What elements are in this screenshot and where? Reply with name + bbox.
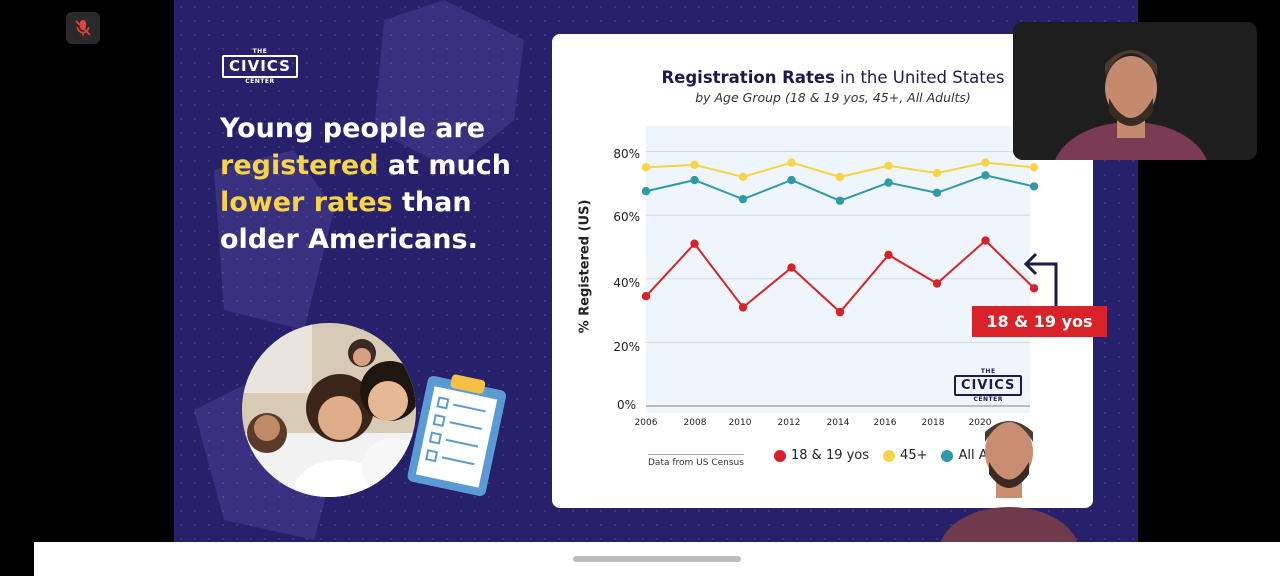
data-point <box>738 303 748 312</box>
series-line <box>645 239 1035 314</box>
presenter-webcam-video[interactable] <box>1013 22 1257 160</box>
legend-marker <box>774 449 786 462</box>
chart-svg <box>641 150 1039 407</box>
headline-line-2: registered at much <box>220 150 511 181</box>
data-point <box>641 187 651 196</box>
data-point <box>787 158 796 167</box>
data-point <box>641 292 651 301</box>
legend-marker <box>941 449 954 462</box>
data-point <box>981 158 990 167</box>
presentation-slide: THE CIVICS CENTER Young people are regis… <box>174 0 1138 542</box>
x-tick-label: 2020 <box>968 418 992 428</box>
chart-legend: 18 & 19 yos 45+ All A <box>774 448 988 463</box>
logo-center: CENTER <box>245 78 275 85</box>
data-point <box>738 172 748 182</box>
data-point <box>835 307 845 317</box>
callout-arrow-icon <box>1023 252 1058 308</box>
headline-line-1: Young people are <box>220 113 486 144</box>
data-point <box>641 163 651 172</box>
mute-microphone-button[interactable] <box>66 12 100 44</box>
x-tick-label: 2010 <box>728 418 752 428</box>
x-tick-label: 2014 <box>826 418 850 428</box>
y-tick-label: 0% <box>616 398 636 412</box>
civics-center-logo: THE CIVICS CENTER <box>222 48 298 85</box>
home-indicator[interactable] <box>573 556 741 562</box>
headline-highlight-lower-rates: lower rates <box>220 187 393 218</box>
chart-subtitle: by Age Group (18 & 19 yos, 45+, All Adul… <box>695 90 971 105</box>
data-point <box>787 263 796 272</box>
data-point <box>690 160 699 170</box>
data-point <box>690 239 699 248</box>
slide-headline: Young people are registered at much lowe… <box>220 110 540 258</box>
data-point <box>1029 182 1039 191</box>
data-point <box>981 171 990 180</box>
data-point <box>932 188 942 198</box>
legend-marker <box>883 449 896 462</box>
data-point <box>981 236 990 245</box>
y-tick-label: 60% <box>613 210 640 224</box>
legend-item-45-plus: 45+ <box>883 448 927 463</box>
callout-18-19-yos: 18 & 19 yos <box>972 306 1107 337</box>
data-point <box>738 194 748 204</box>
data-point <box>835 172 845 182</box>
data-point <box>1029 284 1039 293</box>
chart-title: Registration Rates in the United States <box>661 68 1005 87</box>
data-point <box>690 175 699 185</box>
mic-muted-icon <box>75 20 91 36</box>
headline-highlight-registered: registered <box>220 150 379 181</box>
civics-center-logo-small: THE CIVICS CENTER <box>954 368 1023 403</box>
x-tick-label: 2006 <box>634 418 658 428</box>
logo-name: CIVICS <box>222 55 298 78</box>
y-tick-label: 20% <box>613 340 640 354</box>
logo-the: THE <box>252 48 268 55</box>
presenter-overlay-video <box>940 421 1078 542</box>
bottom-bar <box>34 542 1280 576</box>
data-point <box>835 196 845 205</box>
legend-item-all-adults: All A <box>941 448 988 463</box>
presenter-video-frame <box>1013 22 1257 160</box>
legend-item-18-19: 18 & 19 yos <box>774 448 869 463</box>
x-tick-label: 2012 <box>777 418 801 428</box>
y-tick-label: 40% <box>613 276 640 290</box>
data-point <box>932 168 942 178</box>
data-point <box>1029 163 1039 172</box>
headline-line-3: lower rates than <box>220 187 472 218</box>
data-point <box>884 178 893 187</box>
data-point <box>932 279 942 288</box>
students-selfie-photo <box>242 323 416 497</box>
x-tick-label: 2008 <box>683 418 707 428</box>
x-tick-label: 2016 <box>873 418 897 428</box>
data-point <box>787 175 796 185</box>
headline-line-4: older Americans. <box>220 224 478 255</box>
data-point <box>884 250 893 260</box>
clipboard-icon <box>407 374 507 496</box>
y-tick-label: 80% <box>613 147 640 161</box>
x-tick-label: 2018 <box>921 418 945 428</box>
data-source-note: Data from US Census <box>648 454 744 468</box>
decorative-building-shape <box>374 0 524 170</box>
decorative-letter-shape <box>214 150 334 330</box>
data-point <box>884 161 893 170</box>
